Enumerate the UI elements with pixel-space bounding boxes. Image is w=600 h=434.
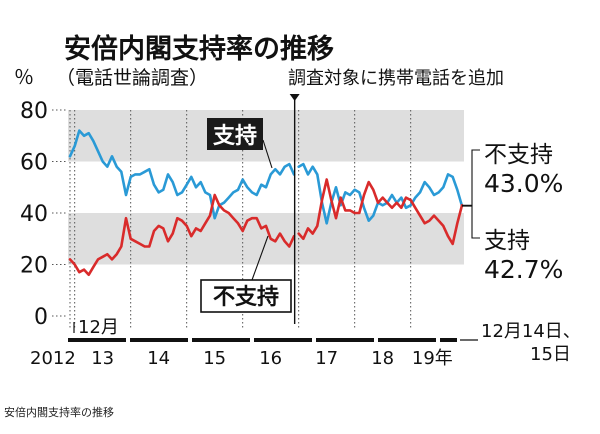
series-lines — [68, 129, 464, 277]
y-tick-label-40: 40 — [20, 202, 48, 227]
nonsupport-label: 不支持 — [213, 285, 279, 310]
y-tick-label-80: 80 — [20, 99, 48, 124]
support-final-name: 支持 — [484, 228, 530, 254]
x-year-label-2019: 19年 — [412, 348, 453, 369]
y-tick-label-20: 20 — [20, 254, 48, 279]
shaded-band-2 — [68, 110, 464, 162]
support-final-value: 42.7% — [484, 255, 563, 284]
x-year-label-2015: 15 — [203, 348, 226, 369]
y-axis-ticks: 0 20 40 60 80 — [20, 99, 68, 330]
end-date-line2: 15日 — [530, 344, 571, 365]
x-year-label-2016: 16 — [259, 348, 282, 369]
y-tick-label-0: 0 — [34, 305, 48, 330]
x-year-label-2018: 18 — [371, 348, 394, 369]
x-year-label-2017: 17 — [315, 348, 338, 369]
phone-survey-marker: 調査対象に携帯電話を追加 — [288, 68, 504, 324]
support-label-box — [207, 118, 263, 150]
support-final-leader — [462, 205, 480, 239]
nonsupport-final-name: 不支持 — [484, 142, 553, 168]
series-line-nonsupport-2 — [297, 178, 464, 246]
support-label: 支持 — [213, 124, 257, 149]
series-line-support-1 — [68, 129, 296, 220]
series-line-support-2 — [297, 162, 464, 225]
series-line-nonsupport-1 — [68, 193, 296, 277]
x-year-label-2014: 14 — [147, 348, 170, 369]
marker-label: 調査対象に携帯電話を追加 — [288, 68, 504, 89]
nonsupport-leader — [251, 235, 269, 281]
support-leader — [262, 139, 273, 169]
shaded-band-1 — [68, 213, 464, 265]
x-year-label-2013: 13 — [91, 348, 114, 369]
chart-subtitle: （電話世論調査） — [56, 67, 208, 89]
nonsupport-final-leader — [462, 149, 480, 206]
y-tick-label-60: 60 — [20, 151, 48, 176]
image-caption: 安倍内閣支持率の推移 — [4, 406, 114, 419]
x-start-month-label: 12月 — [78, 317, 119, 338]
marker-triangle — [289, 94, 300, 101]
nonsupport-final-value: 43.0% — [484, 169, 563, 198]
chart-title: 安倍内閣支持率の推移 — [64, 33, 334, 65]
y-unit-label: ％ — [14, 65, 34, 89]
end-date-line1: 12月14日、 — [481, 321, 581, 342]
shaded-bands — [68, 110, 464, 265]
nonsupport-label-box — [200, 279, 292, 313]
x-start-year-label: 2012 — [30, 348, 76, 369]
